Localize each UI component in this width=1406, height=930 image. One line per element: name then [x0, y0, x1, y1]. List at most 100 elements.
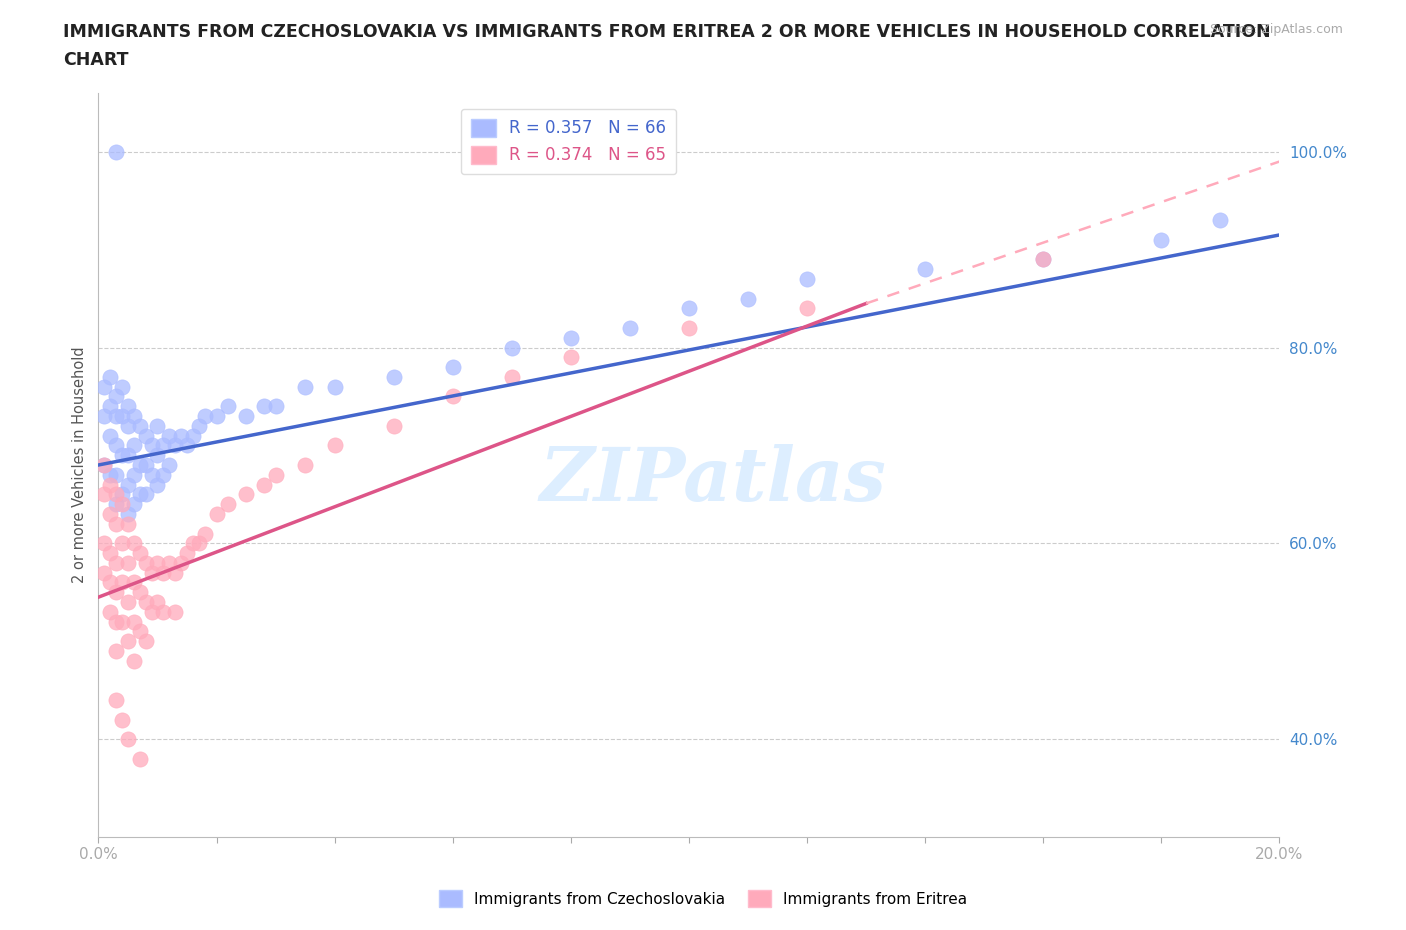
Point	[122, 408, 145, 423]
Point	[128, 546, 150, 561]
Point	[146, 477, 169, 492]
Point	[441, 360, 464, 375]
Point	[1032, 252, 1054, 267]
Point	[98, 428, 121, 443]
Point	[111, 536, 134, 551]
Point	[93, 458, 115, 472]
Point	[619, 321, 641, 336]
Point	[98, 477, 121, 492]
Point	[187, 536, 209, 551]
Point	[141, 565, 163, 580]
Point	[128, 458, 150, 472]
Point	[128, 751, 150, 766]
Point	[678, 321, 700, 336]
Point	[796, 272, 818, 286]
Point	[105, 614, 128, 629]
Point	[181, 428, 204, 443]
Point	[205, 408, 228, 423]
Point	[93, 487, 115, 502]
Text: CHART: CHART	[63, 51, 129, 69]
Point	[117, 477, 139, 492]
Point	[501, 369, 523, 384]
Point	[737, 291, 759, 306]
Point	[117, 516, 139, 531]
Point	[135, 458, 157, 472]
Point	[122, 497, 145, 512]
Point	[323, 438, 346, 453]
Point	[678, 301, 700, 316]
Point	[105, 644, 128, 658]
Point	[323, 379, 346, 394]
Point	[796, 301, 818, 316]
Point	[128, 487, 150, 502]
Point	[98, 468, 121, 483]
Point	[235, 487, 257, 502]
Text: Source: ZipAtlas.com: Source: ZipAtlas.com	[1209, 23, 1343, 36]
Point	[122, 614, 145, 629]
Point	[128, 418, 150, 433]
Point	[93, 379, 115, 394]
Point	[105, 468, 128, 483]
Point	[1032, 252, 1054, 267]
Point	[217, 497, 239, 512]
Point	[135, 594, 157, 609]
Point	[105, 438, 128, 453]
Point	[294, 379, 316, 394]
Point	[146, 447, 169, 462]
Point	[441, 389, 464, 404]
Point	[560, 350, 582, 365]
Point	[135, 487, 157, 502]
Point	[194, 408, 217, 423]
Point	[152, 438, 174, 453]
Point	[117, 633, 139, 648]
Point	[117, 594, 139, 609]
Point	[135, 633, 157, 648]
Point	[111, 447, 134, 462]
Y-axis label: 2 or more Vehicles in Household: 2 or more Vehicles in Household	[72, 347, 87, 583]
Point	[146, 594, 169, 609]
Point	[122, 654, 145, 669]
Point	[157, 428, 180, 443]
Point	[117, 399, 139, 414]
Point	[135, 555, 157, 570]
Point	[117, 555, 139, 570]
Point	[146, 555, 169, 570]
Point	[152, 604, 174, 619]
Point	[152, 468, 174, 483]
Point	[111, 712, 134, 727]
Point	[382, 418, 405, 433]
Point	[98, 546, 121, 561]
Point	[98, 369, 121, 384]
Point	[157, 458, 180, 472]
Point	[122, 575, 145, 590]
Legend: Immigrants from Czechoslovakia, Immigrants from Eritrea: Immigrants from Czechoslovakia, Immigran…	[433, 884, 973, 913]
Point	[105, 487, 128, 502]
Point	[217, 399, 239, 414]
Legend: R = 0.357   N = 66, R = 0.374   N = 65: R = 0.357 N = 66, R = 0.374 N = 65	[461, 109, 676, 175]
Point	[501, 340, 523, 355]
Point	[146, 418, 169, 433]
Point	[294, 458, 316, 472]
Point	[93, 458, 115, 472]
Point	[176, 546, 198, 561]
Point	[105, 408, 128, 423]
Point	[111, 487, 134, 502]
Point	[111, 575, 134, 590]
Point	[382, 369, 405, 384]
Point	[122, 536, 145, 551]
Point	[152, 565, 174, 580]
Point	[165, 604, 187, 619]
Point	[235, 408, 257, 423]
Point	[111, 379, 134, 394]
Point	[105, 555, 128, 570]
Point	[194, 526, 217, 541]
Point	[165, 438, 187, 453]
Text: ZIPatlas: ZIPatlas	[538, 444, 886, 516]
Text: IMMIGRANTS FROM CZECHOSLOVAKIA VS IMMIGRANTS FROM ERITREA 2 OR MORE VEHICLES IN : IMMIGRANTS FROM CZECHOSLOVAKIA VS IMMIGR…	[63, 23, 1271, 41]
Point	[141, 604, 163, 619]
Point	[170, 555, 193, 570]
Point	[176, 438, 198, 453]
Point	[128, 624, 150, 639]
Point	[560, 330, 582, 345]
Point	[93, 536, 115, 551]
